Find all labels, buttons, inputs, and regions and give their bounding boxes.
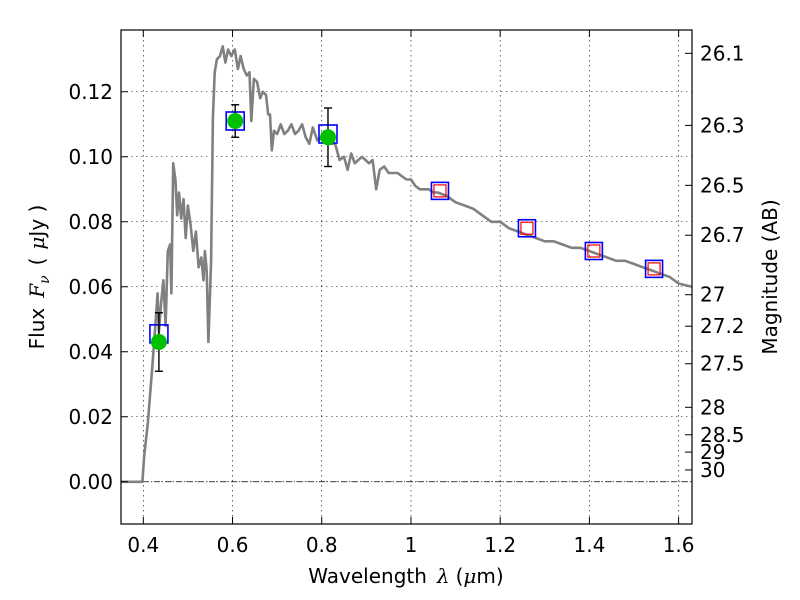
x-axis-label-symbol: λ bbox=[436, 564, 450, 588]
y-tick-label-5: 0.10 bbox=[68, 145, 113, 169]
x-axis-label-unit-mu: μ bbox=[463, 564, 476, 588]
x-axis-label-unit-suffix: m) bbox=[476, 564, 503, 588]
nir-square-inner-3 bbox=[647, 262, 661, 276]
plot-content bbox=[121, 45, 692, 484]
x-axis-ticks: 0.4 0.6 0.8 1 1.2 1.4 1.6 bbox=[127, 30, 695, 557]
x-tick-label-2: 0.8 bbox=[306, 533, 338, 557]
y-axis-label-text: Flux bbox=[25, 308, 49, 350]
mag-tick-label-3: 26.7 bbox=[700, 223, 745, 247]
mag-tick-label-6: 27.5 bbox=[700, 352, 745, 376]
mag-tick-label-0: 26.1 bbox=[700, 41, 745, 65]
mag-tick-label-7: 28 bbox=[700, 395, 725, 419]
x-axis-label-unit-prefix: ( bbox=[456, 564, 464, 588]
plot-frame bbox=[120, 29, 693, 525]
y-axis-ticks: 0.00 0.02 0.04 0.06 0.08 0.10 0.12 bbox=[68, 80, 128, 494]
observed-point-0 bbox=[150, 334, 167, 350]
nir-square-outer-3 bbox=[644, 259, 664, 279]
observed-points bbox=[150, 104, 336, 372]
nir-square-inner-1 bbox=[520, 221, 534, 235]
x-tick-label-1: 0.6 bbox=[217, 533, 249, 557]
y-tick-label-6: 0.12 bbox=[68, 80, 113, 104]
x-axis-label-text: Wavelength bbox=[308, 564, 427, 588]
y-tick-label-2: 0.04 bbox=[68, 340, 113, 364]
magnitude-axis-label: Magnitude (AB) bbox=[758, 199, 782, 354]
mag-tick-label-5: 27.2 bbox=[700, 314, 745, 338]
nir-square-outer-1 bbox=[517, 218, 537, 238]
y-axis-label: Flux Fν ( μJy ) bbox=[25, 205, 53, 350]
x-tick-label-6: 1.6 bbox=[663, 533, 695, 557]
y-tick-label-3: 0.06 bbox=[68, 275, 113, 299]
y-axis-label-subscript: ν bbox=[37, 275, 53, 284]
y-axis-label-unit-prefix: ( bbox=[25, 258, 49, 266]
mag-tick-label-1: 26.3 bbox=[700, 113, 745, 137]
y-axis-label-unit-suffix: Jy ) bbox=[25, 205, 49, 239]
mag-tick-label-4: 27 bbox=[700, 283, 725, 307]
y-tick-label-4: 0.08 bbox=[68, 210, 113, 234]
mag-tick-label-2: 26.5 bbox=[700, 173, 745, 197]
model-sed-line bbox=[121, 45, 692, 484]
nir-square-outer-0 bbox=[430, 181, 450, 201]
y-tick-label-0: 0.00 bbox=[68, 470, 113, 494]
grid-lines bbox=[121, 30, 692, 524]
y-axis-label-unit-mu: μ bbox=[25, 237, 49, 250]
x-tick-label-0: 0.4 bbox=[127, 533, 159, 557]
nir-prediction-squares bbox=[430, 181, 664, 279]
mag-tick-label-10: 30 bbox=[700, 458, 725, 482]
x-axis-label: Wavelength λ (μm) bbox=[308, 564, 503, 588]
y-tick-label-1: 0.02 bbox=[68, 405, 113, 429]
nir-square-inner-2 bbox=[587, 244, 601, 258]
observed-point-1 bbox=[227, 113, 244, 129]
x-tick-label-3: 1 bbox=[405, 533, 418, 557]
mag-tick-label-9: 29 bbox=[700, 440, 725, 464]
nir-square-outer-2 bbox=[584, 241, 604, 261]
x-tick-label-5: 1.4 bbox=[573, 533, 605, 557]
x-tick-label-4: 1.2 bbox=[484, 533, 516, 557]
observed-point-2 bbox=[319, 129, 336, 146]
mag-tick-label-8: 28.5 bbox=[700, 423, 745, 447]
nir-square-inner-0 bbox=[433, 184, 447, 198]
y-axis-label-symbol: F bbox=[25, 283, 49, 299]
